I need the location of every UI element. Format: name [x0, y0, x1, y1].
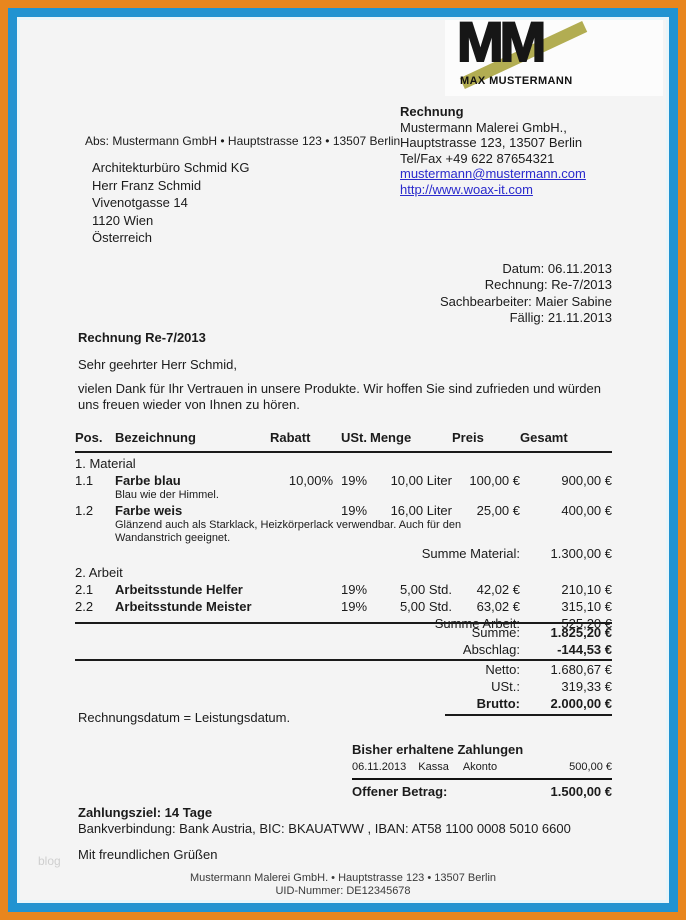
- blog-watermark: blog: [38, 854, 61, 868]
- payment-amount: 500,00 €: [569, 761, 612, 773]
- payment-date: 06.11.2013: [352, 761, 407, 773]
- invoice-meta-block: Datum: 06.11.2013 Rechnung: Re-7/2013 Sa…: [440, 261, 612, 327]
- payment-terms: Zahlungsziel: 14 Tage: [78, 805, 213, 820]
- item-row: 1.1 Farbe blau 10,00% 19% 10,00 Liter 10…: [75, 473, 612, 488]
- payments-title: Bisher erhaltene Zahlungen: [352, 742, 524, 757]
- total-vat-row: USt.: 319,33 €: [491, 679, 612, 694]
- recipient-street: Vivenotgasse 14: [92, 195, 188, 210]
- footer-company-line: Mustermann Malerei GmbH. • Hauptstrasse …: [189, 872, 497, 884]
- item-row: 1.2 Farbe weis 19% 16,00 Liter 25,00 € 4…: [75, 503, 612, 518]
- company-phone: Tel/Fax +49 622 87654321: [400, 150, 555, 166]
- page-footer: Mustermann Malerei GmbH. • Hauptstrasse …: [0, 872, 686, 898]
- company-website-link[interactable]: http://www.woax-it.com: [400, 181, 533, 197]
- payment-terms-block: Zahlungsziel: 14 Tage Bankverbindung: Ba…: [78, 805, 571, 836]
- recipient-person: Herr Franz Schmid: [92, 177, 202, 193]
- item-description-row: Glänzend auch als Starklack, Heizkörperl…: [115, 519, 462, 544]
- total-discount-row: Abschlag: -144,53 €: [462, 642, 612, 657]
- meta-due-date: Fällig: 21.11.2013: [509, 310, 612, 326]
- open-amount-value: 1.500,00 €: [550, 784, 612, 799]
- payments-divider: [352, 778, 612, 780]
- group-row: 2. Arbeit: [75, 565, 123, 580]
- payments-block: Bisher erhaltene Zahlungen 06.11.2013 Ka…: [352, 742, 612, 800]
- item-row: 2.1 Arbeitsstunde Helfer 19% 5,00 Std. 4…: [75, 582, 612, 597]
- recipient-city: 1120 Wien: [92, 212, 154, 228]
- col-pos: Pos.: [75, 430, 115, 453]
- col-rabatt: Rabatt: [270, 430, 333, 453]
- item-description-row: Blau wie der Himmel.: [115, 489, 219, 501]
- recipient-company: Architekturbüro Schmid KG: [92, 160, 250, 175]
- table-header-row: Pos. Bezeichnung Rabatt USt. Menge Preis…: [75, 430, 612, 453]
- bank-details: Bankverbindung: Bank Austria, BIC: BKAUA…: [78, 820, 571, 836]
- recipient-address: Architekturbüro Schmid KG Herr Franz Sch…: [92, 159, 250, 247]
- open-amount-row: Offener Betrag: 1.500,00 €: [352, 780, 612, 800]
- total-net-row: Netto: 1.680,67 €: [485, 662, 612, 677]
- subtotal-row: Summe Material: 1.300,00 €: [421, 546, 612, 561]
- closing-greeting: Mit freundlichen Grüßen: [78, 847, 218, 862]
- intro-paragraph: vielen Dank für Ihr Vertrauen in unsere …: [78, 381, 601, 412]
- sender-return-address: Abs: Mustermann GmbH • Hauptstrasse 123 …: [85, 134, 401, 148]
- payment-kind: Akonto: [462, 761, 498, 773]
- logo-initials: MM: [456, 10, 547, 73]
- col-preis: Preis: [452, 430, 520, 453]
- meta-clerk: Sachbearbeiter: Maier Sabine: [439, 293, 612, 309]
- invoice-heading: Rechnung Re-7/2013: [78, 330, 206, 345]
- company-street: Hauptstrasse 123, 13507 Berlin: [400, 135, 583, 150]
- company-email-link[interactable]: mustermann@mustermann.com: [400, 166, 586, 181]
- salutation: Sehr geehrter Herr Schmid,: [78, 357, 237, 372]
- col-gesamt: Gesamt: [520, 430, 612, 453]
- company-name: Mustermann Malerei GmbH.,: [400, 119, 567, 135]
- totals-divider: [75, 659, 612, 661]
- col-name: Bezeichnung: [115, 430, 270, 453]
- payment-entry-row: 06.11.2013 Kassa Akonto 500,00 €: [352, 758, 612, 775]
- col-ust: USt.: [333, 430, 370, 453]
- meta-date: Datum: 06.11.2013: [502, 261, 612, 276]
- meta-invoice-number: Rechnung: Re-7/2013: [484, 277, 612, 293]
- footer-uid-line: UID-Nummer: DE12345678: [275, 885, 411, 897]
- logo-company-name: MAX MUSTERMANN: [460, 75, 573, 87]
- total-sum-row: Summe: 1.825,20 €: [471, 625, 612, 640]
- company-contact-block: Rechnung Mustermann Malerei GmbH., Haupt…: [400, 104, 586, 197]
- group-row: 1. Material: [75, 456, 136, 471]
- open-amount-label: Offener Betrag:: [352, 784, 448, 799]
- col-menge: Menge: [370, 430, 452, 453]
- item-row: 2.2 Arbeitsstunde Meister 19% 5,00 Std. …: [75, 599, 612, 614]
- totals-block: Summe: 1.825,20 € Abschlag: -144,53 € Ne…: [75, 622, 612, 716]
- total-gross-row: Brutto: 2.000,00 €: [476, 696, 612, 711]
- recipient-country: Österreich: [92, 230, 152, 245]
- gross-underline: [445, 714, 612, 716]
- line-items-table: Pos. Bezeichnung Rabatt USt. Menge Preis…: [75, 430, 612, 632]
- payment-method: Kassa: [418, 761, 449, 773]
- company-logo: MM MAX MUSTERMANN: [445, 13, 663, 96]
- document-type-label: Rechnung: [400, 104, 464, 119]
- service-date-note: Rechnungsdatum = Leistungsdatum.: [78, 710, 291, 725]
